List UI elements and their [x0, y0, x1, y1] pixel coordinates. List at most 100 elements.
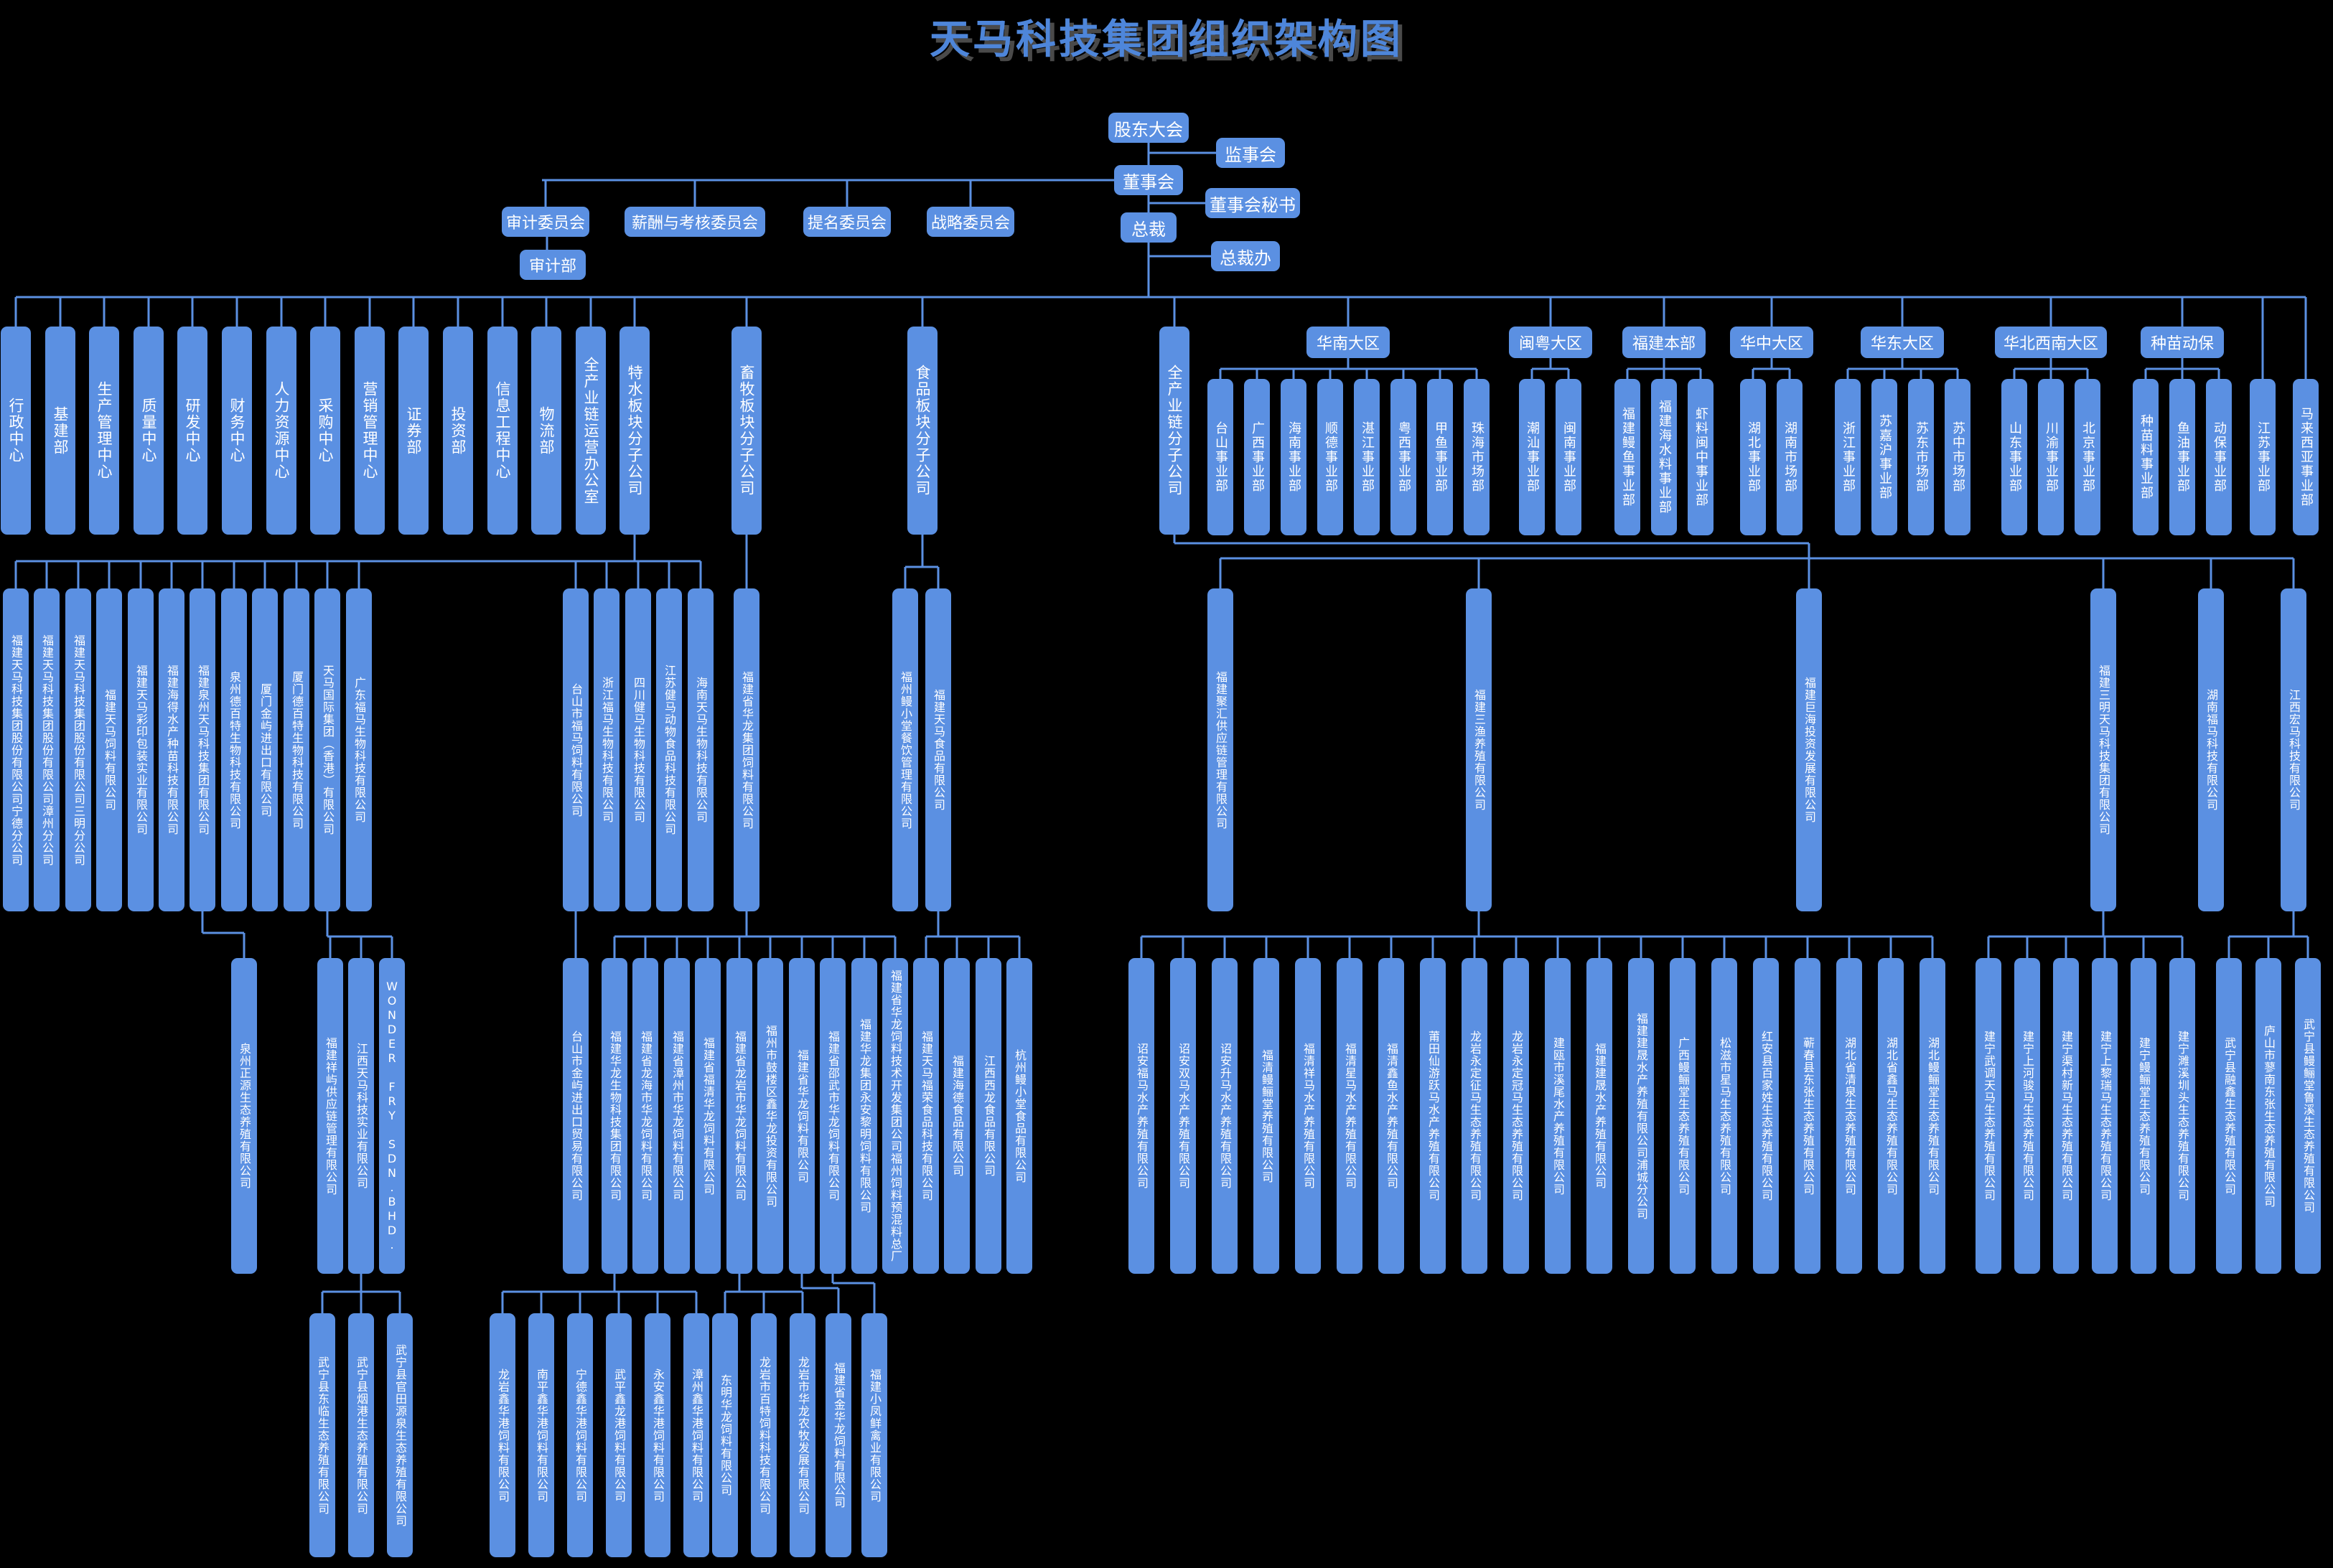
sw-sub-6: 福建泉州天马科技集团有限公司	[190, 588, 215, 911]
food-co-0: 福建天马福荣食品科技有限公司	[913, 958, 939, 1274]
committee-box-3: 战略委员会	[927, 207, 1014, 237]
taishan-sub: 台山市金屿进出口贸易有限公司	[563, 958, 589, 1274]
dept-box-3: 质量中心	[134, 327, 164, 535]
sanyu-sub-15: 红安县百家姓生态养殖有限公司	[1753, 958, 1779, 1274]
sanyu-sub-1: 诏安双马水产养殖有限公司	[1170, 958, 1196, 1274]
sanming-sub-5: 建宁濉溪圳头生态养殖有限公司	[2169, 958, 2195, 1274]
supervisory-board-box: 监事会	[1216, 138, 1285, 168]
region-unit-2-2: 虾料闽中事业部	[1688, 379, 1713, 535]
sanyu-sub-12: 福建建晟水产养殖有限公司浦城分公司	[1628, 958, 1654, 1274]
sw-sub-7: 泉州德百特生物科技有限公司	[221, 588, 247, 911]
food-block-box: 食品板块分子公司	[907, 327, 938, 535]
sw-sub-15: 江苏健马动物食品科技有限公司	[656, 588, 682, 911]
region-unit-1-1: 闽南事业部	[1556, 379, 1581, 535]
food-co-1: 福建海德食品有限公司	[944, 958, 970, 1274]
xinhuagang-sub-2: 宁德鑫华港饲料有限公司	[567, 1313, 593, 1557]
region-unit-4-2: 苏东市场部	[1908, 379, 1934, 535]
dept-box-14: 特水板块分子公司	[620, 327, 650, 535]
region-unit-4-1: 苏嘉沪事业部	[1871, 379, 1897, 535]
dept-box-5: 财务中心	[222, 327, 252, 535]
hualong-sub-1: 福建省龙海市华龙饲料有限公司	[632, 958, 658, 1274]
hualong-sub-8: 福建华龙集团永安黎明饲料有限公司	[851, 958, 877, 1274]
region-unit-3-0: 湖北事业部	[1740, 379, 1766, 535]
sanyu-sub-19: 湖北鳗鲡堂生态养殖有限公司	[1920, 958, 1945, 1274]
committee-box-2: 提名委员会	[803, 207, 891, 237]
hongma-sub-0: 武宁县融鑫生态养殖有限公司	[2216, 958, 2242, 1274]
food-co-3: 杭州鳗小堂食品有限公司	[1006, 958, 1032, 1274]
sw-sub-13: 浙江福马生物科技有限公司	[594, 588, 620, 911]
chain-sub-3: 福建三明天马科技集团有限公司	[2090, 588, 2116, 911]
sanyu-sub-0: 诏安福马水产养殖有限公司	[1128, 958, 1154, 1274]
region-header-3: 华中大区	[1730, 327, 1813, 358]
direct-unit-1: 马来西亚事业部	[2293, 379, 2319, 535]
region-header-4: 华东大区	[1861, 327, 1944, 358]
sw-sub-0: 福建天马科技集团股份有限公司宁德分公司	[3, 588, 29, 911]
sanyu-sub-11: 福建建晟水产养殖有限公司	[1586, 958, 1612, 1274]
hualong-sub-0: 福建华龙生物科技集团有限公司	[602, 958, 627, 1274]
dept-box-0: 行政中心	[1, 327, 31, 535]
sw-sub-8: 厦门金屿进出口有限公司	[252, 588, 278, 911]
hualong-sub-6: 福建省华龙饲料有限公司	[789, 958, 815, 1274]
dept-box-4: 研发中心	[177, 327, 207, 535]
dept-box-13: 全产业链运营办公室	[576, 327, 606, 535]
hualong-sub-9: 福建省华龙饲料技术开发集团公司福州饲料预混料总厂	[882, 958, 908, 1274]
sanyu-sub-8: 龙岩永定征马生态养殖有限公司	[1462, 958, 1487, 1274]
region-unit-4-3: 苏中市场部	[1945, 379, 1970, 535]
sanyu-sub-10: 建瓯市溪尾水产养殖有限公司	[1545, 958, 1571, 1274]
longyan-sub-1: 龙岩市百特饲料科技有限公司	[751, 1313, 777, 1557]
dept-box-6: 人力资源中心	[266, 327, 296, 535]
longyan-sub-0: 东明华龙饲料有限公司	[712, 1313, 738, 1557]
quanzhou-sub: 泉州正源生态养殖有限公司	[231, 958, 257, 1274]
sanming-sub-4: 建宁鳗鲡堂生态养殖有限公司	[2131, 958, 2156, 1274]
xinhuagang-sub-4: 永安鑫华港饲料有限公司	[645, 1313, 670, 1557]
sanming-sub-1: 建宁上河骏马生态养殖有限公司	[2014, 958, 2040, 1274]
sanming-sub-3: 建宁上黎瑞马生态养殖有限公司	[2092, 958, 2118, 1274]
region-unit-0-7: 珠海市场部	[1464, 379, 1490, 535]
xinhuagang-sub-1: 南平鑫华港饲料有限公司	[528, 1313, 554, 1557]
livestock-sub: 福建省华龙集团饲料有限公司	[734, 588, 759, 911]
sw-sub-11: 广东福马生物科技有限公司	[346, 588, 372, 911]
chain-sub-5: 江西宏马科技有限公司	[2281, 588, 2306, 911]
committee-box-1: 薪酬与考核委员会	[625, 207, 765, 237]
sw-sub-1: 福建天马科技集团股份有限公司漳州分公司	[34, 588, 60, 911]
wuning-sub-1: 武宁县烟港生态养殖有限公司	[348, 1313, 374, 1557]
chain-sub-4: 湖南福马科技有限公司	[2198, 588, 2224, 911]
region-header-5: 华北西南大区	[1995, 327, 2107, 358]
food-sub-0: 福州鳗小堂餐饮管理有限公司	[892, 588, 918, 911]
sw-sub-14: 四川健马生物科技有限公司	[625, 588, 651, 911]
dept-box-2: 生产管理中心	[89, 327, 119, 535]
sanyu-sub-9: 龙岩永定冠马生态养殖有限公司	[1503, 958, 1529, 1274]
livestock-block-box: 畜牧板块分子公司	[731, 327, 762, 535]
hualong-sub-5: 福州市鼓楼区鑫华龙投资有限公司	[757, 958, 783, 1274]
sw-sub-4: 福建天马彩印包装实业有限公司	[128, 588, 154, 911]
board-box: 董事会	[1114, 165, 1183, 195]
president-office-box: 总裁办	[1211, 241, 1280, 271]
region-unit-0-4: 湛江事业部	[1354, 379, 1380, 535]
sanming-sub-0: 建宁武调天马生态养殖有限公司	[1976, 958, 2001, 1274]
hongma-sub-1: 庐山市蓼南东张生态养殖有限公司	[2255, 958, 2281, 1274]
hualong-sub-2: 福建省漳州市华龙饲料有限公司	[664, 958, 690, 1274]
shareholders-box: 股东大会	[1108, 113, 1189, 143]
sw-sub-16: 海南天马生物科技有限公司	[688, 588, 714, 911]
sanyu-sub-4: 福清祥马水产养殖有限公司	[1295, 958, 1321, 1274]
board-secretary-box: 董事会秘书	[1205, 188, 1300, 218]
sanyu-sub-6: 福清鑫鱼水产养殖有限公司	[1378, 958, 1404, 1274]
region-unit-0-0: 台山事业部	[1207, 379, 1233, 535]
sanyu-sub-16: 蕲春县东张生态养殖有限公司	[1795, 958, 1820, 1274]
committee-box-0: 审计委员会	[502, 207, 589, 237]
hualong-sub-7: 福建省邵武市华龙饲料有限公司	[820, 958, 846, 1274]
sw-sub-9: 厦门德百特生物科技有限公司	[284, 588, 309, 911]
sanyu-sub-13: 广西鳗鲡堂生态养殖有限公司	[1670, 958, 1696, 1274]
dept-box-12: 物流部	[531, 327, 561, 535]
region-header-1: 闽粤大区	[1509, 327, 1592, 358]
dept-box-8: 营销管理中心	[355, 327, 385, 535]
wuning-sub-0: 武宁县东临生态养殖有限公司	[309, 1313, 335, 1557]
chain-sub-1: 福建三渔养殖有限公司	[1466, 588, 1492, 911]
dept-box-7: 采购中心	[310, 327, 340, 535]
xiaofeng-sub: 福建小凤鲜禽业有限公司	[861, 1313, 887, 1557]
sanyu-sub-17: 湖北省清泉生态养殖有限公司	[1836, 958, 1862, 1274]
dept-box-1: 基建部	[45, 327, 75, 535]
dept-box-10: 投资部	[443, 327, 473, 535]
sw-sub-10: 天马国际集团（香港）有限公司	[314, 588, 340, 911]
